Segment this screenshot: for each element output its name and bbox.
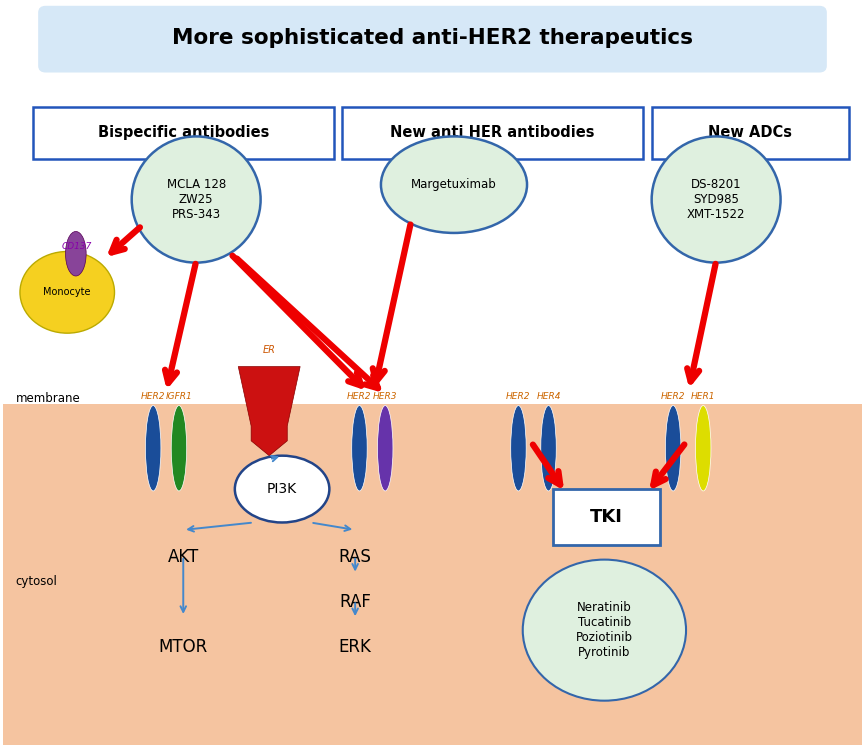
Text: membrane: membrane	[16, 392, 80, 405]
Text: RAS: RAS	[339, 548, 372, 566]
Text: RAF: RAF	[339, 593, 371, 611]
Bar	[3, 404, 862, 745]
FancyBboxPatch shape	[553, 489, 660, 545]
Text: Bispecific antibodies: Bispecific antibodies	[98, 125, 269, 140]
Text: HER2: HER2	[661, 393, 685, 402]
Ellipse shape	[145, 405, 161, 491]
Ellipse shape	[522, 560, 686, 701]
Text: New anti HER antibodies: New anti HER antibodies	[390, 125, 595, 140]
Ellipse shape	[377, 405, 393, 491]
Text: HER1: HER1	[691, 393, 715, 402]
Polygon shape	[238, 367, 300, 456]
Ellipse shape	[234, 456, 330, 523]
Ellipse shape	[131, 136, 260, 263]
FancyBboxPatch shape	[39, 7, 826, 72]
Text: IGFR1: IGFR1	[165, 393, 192, 402]
FancyBboxPatch shape	[343, 107, 643, 159]
Text: TKI: TKI	[590, 508, 623, 526]
Text: HER2: HER2	[506, 393, 531, 402]
Text: AKT: AKT	[168, 548, 199, 566]
Ellipse shape	[651, 136, 780, 263]
Text: Margetuximab: Margetuximab	[411, 178, 497, 191]
Bar	[3, 3, 862, 404]
Text: ER: ER	[263, 346, 276, 355]
FancyBboxPatch shape	[651, 107, 849, 159]
Ellipse shape	[171, 405, 187, 491]
Text: Monocyte: Monocyte	[43, 287, 91, 298]
Text: HER2: HER2	[141, 393, 165, 402]
Text: PI3K: PI3K	[267, 482, 298, 496]
Ellipse shape	[20, 251, 114, 333]
Ellipse shape	[541, 405, 556, 491]
Text: HER3: HER3	[373, 393, 398, 402]
Ellipse shape	[352, 405, 367, 491]
Ellipse shape	[510, 405, 526, 491]
Text: New ADCs: New ADCs	[708, 125, 792, 140]
Text: DS-8201
SYD985
XMT-1522: DS-8201 SYD985 XMT-1522	[687, 178, 746, 221]
Ellipse shape	[66, 231, 86, 276]
Ellipse shape	[381, 136, 527, 233]
Text: cytosol: cytosol	[16, 575, 58, 589]
Text: HER2: HER2	[347, 393, 372, 402]
Text: More sophisticated anti-HER2 therapeutics: More sophisticated anti-HER2 therapeutic…	[172, 28, 693, 49]
Text: Neratinib
Tucatinib
Poziotinib
Pyrotinib: Neratinib Tucatinib Poziotinib Pyrotinib	[576, 601, 633, 659]
Ellipse shape	[695, 405, 711, 491]
Text: MTOR: MTOR	[158, 637, 208, 655]
Text: ERK: ERK	[339, 637, 372, 655]
Text: HER4: HER4	[536, 393, 561, 402]
Text: MCLA 128
ZW25
PRS-343: MCLA 128 ZW25 PRS-343	[167, 178, 226, 221]
FancyBboxPatch shape	[33, 107, 334, 159]
Text: CD137: CD137	[61, 242, 92, 251]
Ellipse shape	[665, 405, 681, 491]
